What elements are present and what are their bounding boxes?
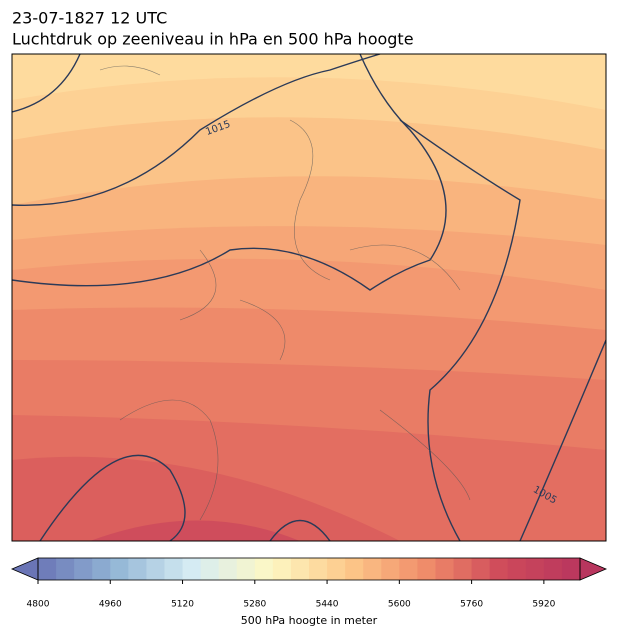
colorbar-segment <box>56 558 75 580</box>
map-frame <box>11 53 607 542</box>
colorbar-segment <box>128 558 147 580</box>
colorbar-tick-label: 5760 <box>460 600 483 610</box>
colorbar-tick-label: 5280 <box>243 600 266 610</box>
colorbar-segment <box>345 558 364 580</box>
colorbar-segment <box>435 558 455 580</box>
colorbar-tick-label: 5120 <box>171 600 194 610</box>
colorbar-segment <box>561 558 581 580</box>
colorbar-segment <box>453 558 473 580</box>
colorbar-label: 500 hPa hoogte in meter <box>241 614 378 627</box>
colorbar-segment <box>74 558 93 580</box>
colorbar-segment <box>92 558 111 580</box>
colorbar-extend-high <box>579 557 608 581</box>
map: 1015 1005 <box>12 54 606 541</box>
colorbar-segment <box>218 558 238 580</box>
colorbar-segment <box>146 558 165 580</box>
colorbar-segment <box>399 558 418 580</box>
colorbar-segment <box>309 558 328 580</box>
colorbar-tick-label: 5920 <box>532 600 555 610</box>
subtitle: Luchtdruk op zeeniveau in hPa en 500 hPa… <box>12 30 414 49</box>
title: 23-07-1827 12 UTC <box>12 9 167 28</box>
colorbar-segment <box>363 558 382 580</box>
colorbar-segment <box>182 558 202 580</box>
colorbar: 4800 4960 5120 5280 5440 5600 5760 5920 <box>10 557 608 610</box>
colorbar-segment <box>236 558 256 580</box>
colorbar-segment <box>507 558 527 580</box>
colorbar-segment <box>525 558 545 580</box>
colorbar-segment <box>543 558 563 580</box>
colorbar-segment <box>272 558 292 580</box>
colorbar-tick-label: 4800 <box>27 600 50 610</box>
colorbar-segment <box>327 558 346 580</box>
colorbar-segment <box>254 558 274 580</box>
colorbar-segment <box>290 558 310 580</box>
colorbar-segment <box>381 558 400 580</box>
colorbar-tick-label: 5600 <box>388 600 411 610</box>
colorbar-segment <box>489 558 509 580</box>
colorbar-segment <box>417 558 436 580</box>
colorbar-tick-label: 5440 <box>316 600 339 610</box>
colorbar-extend-low <box>10 557 39 581</box>
colorbar-segment <box>38 558 57 580</box>
colorbar-segment <box>164 558 184 580</box>
colorbar-frame <box>37 557 581 581</box>
colorbar-tick-label: 4960 <box>99 600 122 610</box>
colorbar-segment <box>110 558 129 580</box>
colorbar-segment <box>200 558 220 580</box>
colorbar-segment <box>471 558 491 580</box>
